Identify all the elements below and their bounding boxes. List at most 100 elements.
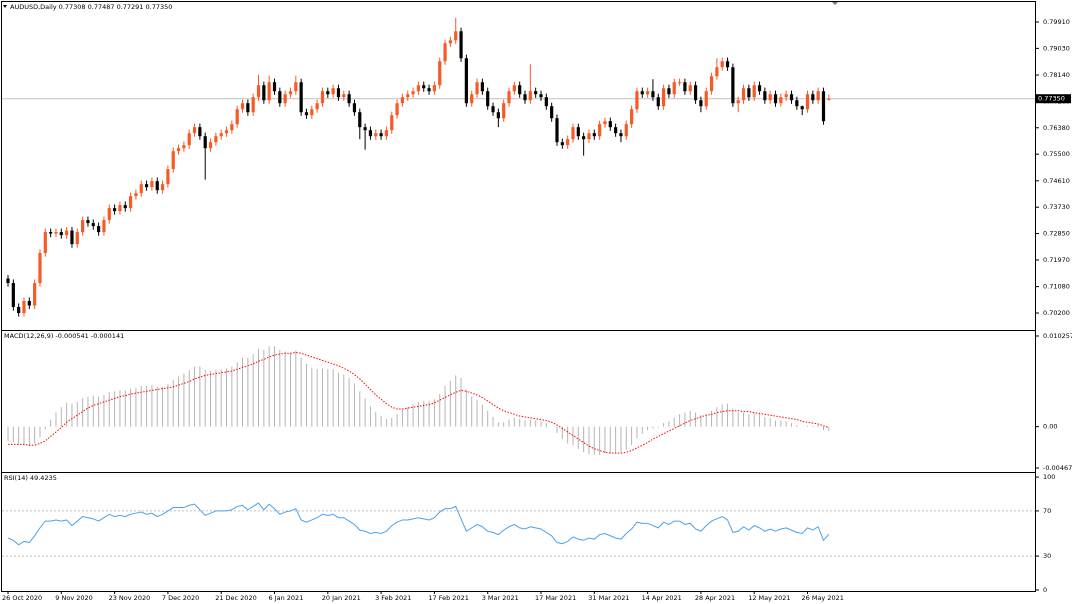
y-tick-label: 0.010257 (1043, 332, 1072, 340)
candle-body (470, 94, 474, 104)
candle-body (342, 94, 346, 98)
candle-body (150, 181, 154, 188)
candle-body (816, 91, 820, 101)
candle-body (443, 43, 447, 62)
y-tick-label: 0 (1043, 586, 1047, 594)
candle-body (33, 283, 37, 306)
candle-body (635, 91, 639, 110)
candle-body (192, 127, 197, 134)
candle-body (358, 112, 362, 128)
candle-body (608, 121, 612, 128)
y-tick-label: 0.71970 (1043, 256, 1070, 264)
candle-body (219, 133, 223, 137)
candle-body (683, 82, 687, 92)
candle-body (65, 230, 69, 236)
candle-body (176, 148, 181, 152)
candle-body (667, 88, 671, 95)
symbol-menu-icon[interactable] (3, 5, 7, 8)
candle-body (715, 67, 719, 77)
y-tick-label: 0.75500 (1043, 150, 1070, 158)
candle-body (528, 91, 532, 101)
candle-body (411, 91, 415, 95)
candle-body (534, 91, 538, 95)
y-tick-label: 0.70200 (1043, 309, 1070, 317)
candle-body (59, 232, 63, 236)
candle-body (491, 106, 495, 113)
candle-body (400, 97, 405, 104)
candle-body (646, 91, 650, 95)
candle-body (693, 85, 698, 101)
candle-body (208, 142, 213, 149)
candle-body (70, 230, 74, 245)
candle-body (592, 133, 596, 137)
candle-body (640, 91, 644, 95)
candle-body (677, 82, 682, 84)
candle-body (86, 220, 90, 224)
candle-body (784, 94, 788, 98)
candle-body (757, 85, 762, 92)
candle-body (384, 130, 389, 137)
candle-body (725, 61, 730, 68)
x-tick-label: 17 Mar 2021 (535, 594, 576, 602)
shift-marker[interactable] (832, 2, 838, 5)
candle-body (763, 91, 767, 101)
candle-body (672, 82, 676, 95)
y-tick-label: 0.79910 (1043, 18, 1070, 26)
candle-body (550, 106, 554, 119)
candle-body (480, 82, 484, 92)
y-tick-label: 0.71080 (1043, 283, 1070, 291)
candle-body (544, 97, 548, 107)
candle-body (624, 124, 628, 137)
x-tick-label: 20 Jan 2021 (322, 594, 361, 602)
candle-body (752, 85, 756, 98)
candle-body (230, 124, 234, 131)
candle-body (326, 91, 330, 95)
candle-body (347, 94, 351, 104)
candle-body (155, 181, 159, 191)
candle-body (416, 85, 421, 92)
candle-body (97, 226, 101, 233)
candle-body (134, 193, 138, 197)
current-price-label: 0.77350 (1038, 95, 1065, 103)
candle-body (566, 139, 570, 146)
candle-body (656, 97, 660, 107)
candle-body (827, 98, 831, 100)
candle-body (336, 88, 341, 98)
candle-body (512, 85, 516, 92)
candle-body (262, 85, 266, 101)
y-tick-label: 0.73730 (1043, 203, 1070, 211)
y-tick-label: 0.00 (1043, 423, 1057, 431)
candle-body (773, 94, 778, 104)
candle-body (272, 82, 277, 92)
candle-body (651, 91, 655, 98)
candle-body (432, 85, 436, 92)
candle-body (502, 103, 506, 119)
candle-body (661, 88, 666, 107)
x-tick-label: 3 Feb 2021 (375, 594, 411, 602)
candle-body (17, 307, 21, 314)
candle-body (539, 94, 543, 98)
x-tick-label: 28 Apr 2021 (695, 594, 735, 602)
candle-body (741, 88, 746, 101)
y-tick-label: 0.74610 (1043, 177, 1070, 185)
candle-body (422, 85, 426, 89)
candle-body (283, 94, 287, 104)
candle-body (709, 76, 714, 92)
candle-body (704, 91, 708, 107)
x-tick-label: 6 Jan 2021 (269, 594, 304, 602)
y-tick-label: 70 (1043, 507, 1051, 515)
x-tick-label: 7 Dec 2020 (162, 594, 199, 602)
candle-body (160, 184, 165, 191)
y-tick-label: 0.72850 (1043, 230, 1070, 238)
x-tick-label: 26 Oct 2020 (2, 594, 42, 602)
candle-body (352, 103, 357, 113)
candle-body (811, 94, 815, 101)
candle-body (475, 82, 479, 95)
candle-body (560, 142, 564, 146)
candle-body (688, 85, 692, 92)
candle-body (22, 301, 26, 314)
y-tick-label: 0.79030 (1043, 44, 1070, 52)
candle-body (374, 133, 378, 137)
